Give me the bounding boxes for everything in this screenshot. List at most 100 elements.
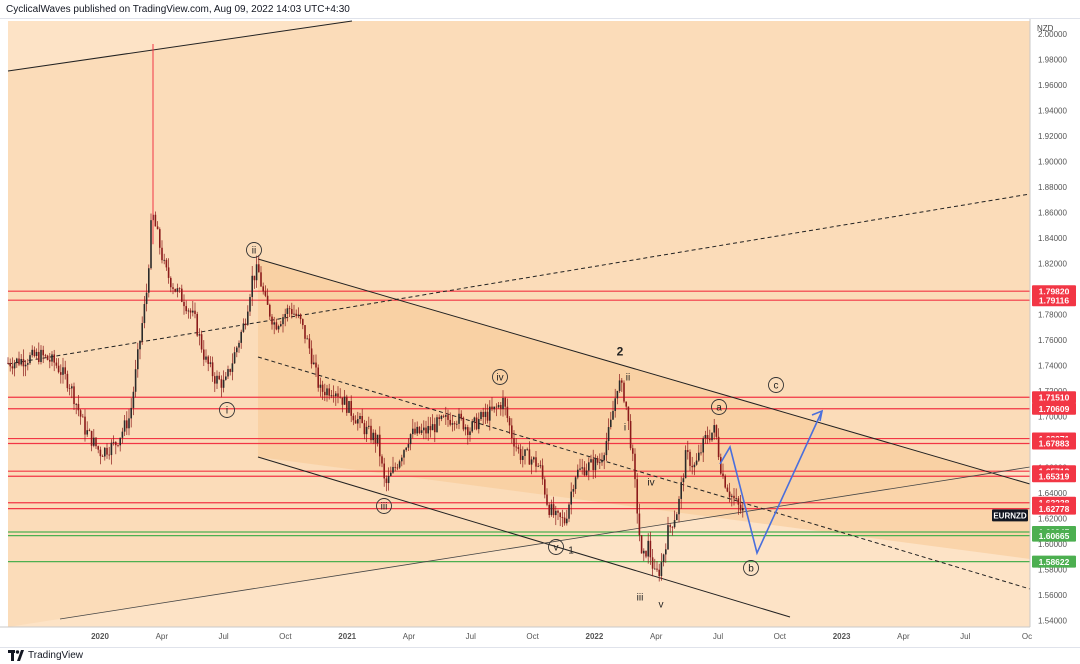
price-level-tag xyxy=(1032,391,1076,404)
candle-body xyxy=(79,410,82,417)
candle-body xyxy=(233,352,236,364)
candle-body xyxy=(343,396,346,405)
candle-body xyxy=(418,426,421,434)
candle-body xyxy=(737,498,740,505)
wave-label: iii xyxy=(381,502,388,513)
candle-body xyxy=(590,459,592,463)
candle-body xyxy=(486,411,489,421)
candle-body xyxy=(368,425,370,427)
price-level-tag-text: 1.71510 xyxy=(1039,392,1070,402)
candle-body xyxy=(449,419,451,425)
candle-body xyxy=(614,398,616,411)
x-tick-label: Oct xyxy=(774,632,787,641)
candle-body xyxy=(82,416,84,418)
candle-body xyxy=(489,406,491,421)
candle-body xyxy=(324,391,326,396)
price-chart[interactable]: iiiiiiivv2iiiiviiiv1abcNZD2.000001.98000… xyxy=(0,19,1080,647)
candle-body xyxy=(407,444,410,448)
price-level-tag xyxy=(1032,470,1076,483)
candle-body xyxy=(255,264,258,281)
candle-body xyxy=(361,415,363,424)
price-level-tag-text: 1.62778 xyxy=(1039,504,1070,514)
candle-body xyxy=(695,460,698,465)
candle-body xyxy=(161,247,163,261)
candle-body xyxy=(423,427,425,431)
candle-body xyxy=(145,292,148,305)
candle-body xyxy=(291,309,293,315)
candle-body xyxy=(640,535,643,554)
candle-body xyxy=(401,457,403,462)
x-tick-label: Apr xyxy=(403,632,416,641)
candle-body xyxy=(440,415,443,419)
candle-body xyxy=(731,495,733,497)
candle-body xyxy=(623,382,625,402)
y-tick-label: 1.86000 xyxy=(1038,208,1067,217)
candle-body xyxy=(229,369,231,372)
candle-body xyxy=(379,434,381,457)
wave-label: ii xyxy=(626,373,630,384)
candle-body xyxy=(491,406,493,410)
candle-body xyxy=(181,288,183,302)
candle-body xyxy=(462,417,465,430)
candle-body xyxy=(555,510,557,516)
candle-body xyxy=(504,397,506,407)
channel-median-line xyxy=(257,356,1031,590)
candle-body xyxy=(535,457,537,467)
candle-body xyxy=(209,362,212,364)
price-level-tag-text: 1.79820 xyxy=(1039,286,1070,296)
candle-body xyxy=(383,463,385,479)
candle-body xyxy=(321,384,324,392)
y-tick-label: 1.88000 xyxy=(1038,183,1067,192)
candle-body xyxy=(95,437,97,447)
candle-body xyxy=(244,323,247,325)
y-tick-label: 1.54000 xyxy=(1038,617,1067,626)
candle-body xyxy=(172,287,174,289)
candle-body xyxy=(735,498,737,500)
candle-body xyxy=(592,459,594,471)
y-tick-label: 1.74000 xyxy=(1038,361,1067,370)
candle-body xyxy=(673,520,676,528)
candle-body xyxy=(502,397,504,410)
candle-body xyxy=(38,351,40,362)
candle-body xyxy=(537,465,539,467)
candle-body xyxy=(464,427,467,430)
candle-body xyxy=(610,419,612,428)
candle-body xyxy=(530,459,533,465)
candle-body xyxy=(31,349,33,356)
candle-body xyxy=(711,432,713,441)
price-level-tag xyxy=(1032,502,1076,515)
candle-body xyxy=(297,314,300,317)
price-level-tag-text: 1.79116 xyxy=(1039,295,1070,305)
candle-body xyxy=(370,425,372,441)
candle-body xyxy=(704,435,707,439)
channel-lower-line xyxy=(257,456,791,618)
wave-label: iv xyxy=(496,373,503,384)
candle-body xyxy=(605,441,608,456)
candle-body xyxy=(108,454,110,456)
candle-body xyxy=(577,469,579,478)
candle-body xyxy=(665,549,667,555)
candle-body xyxy=(137,349,139,370)
candle-body xyxy=(101,456,104,457)
candle-body xyxy=(403,450,405,458)
wave-label-circle xyxy=(711,399,727,415)
candle-body xyxy=(271,316,273,325)
candle-body xyxy=(541,465,544,480)
candle-body xyxy=(106,447,108,455)
candle-body xyxy=(156,226,159,230)
candle-body xyxy=(359,415,361,420)
candle-body xyxy=(134,369,137,392)
candle-body xyxy=(621,380,623,383)
candle-body xyxy=(236,347,238,353)
candle-body xyxy=(99,449,102,457)
x-tick-label: Oc xyxy=(1022,632,1032,641)
wave-projection-path xyxy=(719,410,823,556)
candle-body xyxy=(27,363,29,365)
y-tick-label: 1.90000 xyxy=(1038,157,1067,166)
candle-body xyxy=(348,401,350,413)
chart-area[interactable]: ii i iii iv v 2 ii i iv iii v 1 a b c NZD 2.00000 1.98000… xyxy=(0,18,1080,648)
candle-body xyxy=(506,406,509,418)
candle-body xyxy=(238,342,240,348)
x-tick-label: 2021 xyxy=(338,632,356,641)
candle-body xyxy=(671,526,674,528)
